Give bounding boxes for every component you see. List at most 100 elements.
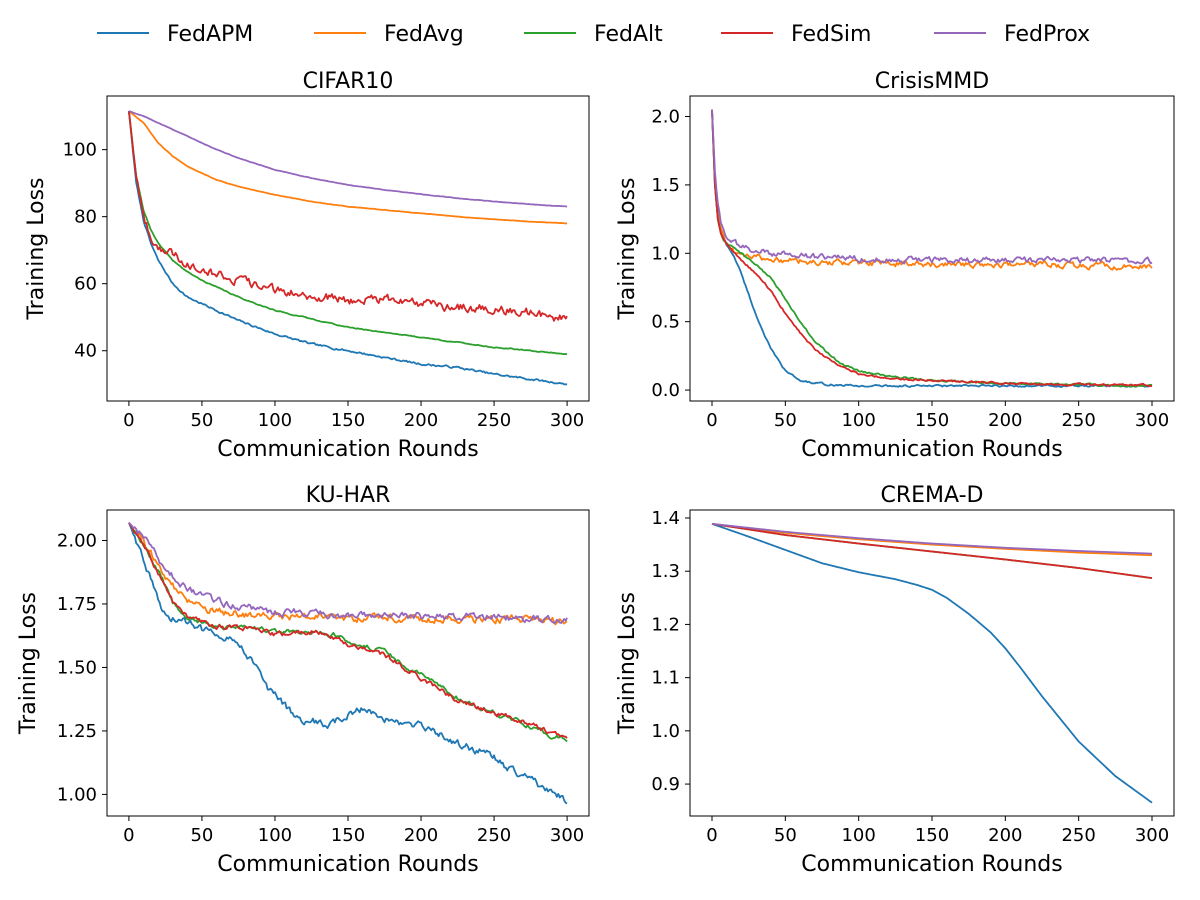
subplot-crema-d: CREMA-D 0 50 100 150 200 250 300 0.9 1.0 1.1 1.2 1.3… — [615, 483, 1175, 877]
y-tick-label: 1.50 — [57, 657, 97, 678]
x-tick-label: 300 — [550, 410, 584, 431]
x-tick-label: 300 — [1135, 410, 1169, 431]
x-axis-label: Communication Rounds — [217, 852, 478, 877]
series-line-fedapm — [128, 522, 568, 805]
x-tick-label: 50 — [190, 825, 213, 846]
subplot-title: CIFAR10 — [303, 69, 394, 94]
legend-label: FedSim — [791, 22, 871, 47]
y-tick-label: 60 — [74, 274, 97, 295]
subplot-title: KU-HAR — [306, 483, 391, 508]
subplot-title: CrisisMMD — [875, 69, 989, 94]
plot-frame — [689, 95, 1175, 402]
x-tick-label: 200 — [404, 410, 438, 431]
legend-entry-fedapm: FedAPM — [97, 22, 253, 47]
y-tick-label: 1.1 — [651, 668, 680, 689]
series-line-fedsim — [128, 522, 568, 739]
y-axis-label: Training Loss — [615, 592, 640, 735]
x-axis-label: Communication Rounds — [217, 437, 478, 462]
x-axis-label: Communication Rounds — [801, 852, 1062, 877]
series-line-fedapm — [128, 110, 568, 386]
x-tick-label: 150 — [331, 825, 365, 846]
x-tick-label: 200 — [988, 825, 1022, 846]
series-line-fedalt — [128, 522, 568, 743]
series-line-fedapm — [711, 109, 1153, 388]
series-line-fedprox — [128, 522, 568, 624]
series-line-fedapm — [711, 522, 1153, 804]
series-line-fedsim — [128, 110, 568, 322]
y-tick-label: 2.0 — [651, 107, 680, 128]
x-axis-label: Communication Rounds — [801, 437, 1062, 462]
subplot-cifar10: CIFAR10 0 50 100 150 200 250 300 40 60 80 100 Commun… — [24, 69, 590, 462]
y-tick-label: 0.5 — [651, 312, 680, 333]
plot-frame — [106, 95, 590, 402]
x-tick-label: 300 — [1135, 825, 1169, 846]
y-axis-label: Training Loss — [16, 592, 41, 735]
y-tick-label: 0.0 — [651, 380, 680, 401]
x-tick-label: 50 — [774, 410, 797, 431]
legend: FedAPM FedAvg FedAlt FedSim FedProx — [97, 22, 1090, 47]
series-line-fedprox — [128, 110, 568, 208]
x-tick-label: 200 — [988, 410, 1022, 431]
y-tick-label: 100 — [63, 140, 97, 161]
x-tick-label: 300 — [550, 825, 584, 846]
x-tick-label: 50 — [774, 825, 797, 846]
legend-entry-fedsim: FedSim — [721, 22, 871, 47]
series-line-fedprox — [711, 109, 1153, 265]
y-tick-label: 0.9 — [651, 774, 680, 795]
plot-frame — [689, 509, 1175, 817]
y-tick-label: 40 — [74, 341, 97, 362]
y-tick-label: 1.0 — [651, 243, 680, 264]
series-line-fedavg — [128, 522, 568, 626]
legend-entry-fedprox: FedProx — [934, 22, 1090, 47]
x-tick-label: 250 — [477, 410, 511, 431]
y-tick-label: 1.00 — [57, 784, 97, 805]
y-tick-label: 1.0 — [651, 721, 680, 742]
x-tick-label: 50 — [190, 410, 213, 431]
y-tick-label: 1.5 — [651, 175, 680, 196]
y-tick-label: 1.2 — [651, 614, 680, 635]
y-tick-label: 1.75 — [57, 594, 97, 615]
legend-label: FedAPM — [167, 22, 253, 47]
subplot-ku-har: KU-HAR 0 50 100 150 200 250 300 1.00 1.25 1.50 1.75… — [16, 483, 590, 877]
x-tick-label: 100 — [258, 825, 292, 846]
x-tick-label: 250 — [1061, 825, 1095, 846]
x-tick-label: 150 — [915, 825, 949, 846]
series-line-fedavg — [711, 522, 1153, 557]
series-line-fedalt — [711, 109, 1153, 388]
series-line-fedsim — [711, 109, 1153, 388]
y-axis-label: Training Loss — [24, 177, 49, 320]
x-tick-label: 0 — [123, 825, 134, 846]
legend-entry-fedavg: FedAvg — [314, 22, 464, 47]
series-line-fedavg — [128, 110, 568, 225]
subplot-crisismmd: CrisisMMD 0 50 100 150 200 250 300 0.0 0.5 1.0 1.5 2… — [615, 69, 1175, 462]
series-line-fedprox — [711, 522, 1153, 555]
x-tick-label: 200 — [404, 825, 438, 846]
subplot-title: CREMA-D — [881, 483, 984, 508]
legend-entry-fedalt: FedAlt — [524, 22, 663, 47]
series-group — [128, 110, 568, 386]
y-axis-label: Training Loss — [615, 177, 640, 320]
y-tick-label: 1.25 — [57, 721, 97, 742]
legend-label: FedProx — [1004, 22, 1090, 47]
series-group — [711, 522, 1153, 804]
x-tick-label: 100 — [258, 410, 292, 431]
series-line-fedalt — [128, 110, 568, 356]
x-tick-label: 0 — [706, 410, 717, 431]
series-group — [711, 109, 1153, 388]
x-tick-label: 0 — [706, 825, 717, 846]
x-tick-label: 150 — [331, 410, 365, 431]
y-tick-label: 80 — [74, 207, 97, 228]
x-tick-label: 0 — [123, 410, 134, 431]
plot-frame — [106, 509, 590, 817]
x-tick-label: 100 — [841, 825, 875, 846]
x-tick-label: 100 — [841, 410, 875, 431]
series-group — [128, 522, 568, 805]
series-line-fedavg — [711, 109, 1153, 271]
x-tick-label: 150 — [915, 410, 949, 431]
y-tick-label: 1.4 — [651, 508, 680, 529]
y-tick-label: 2.00 — [57, 530, 97, 551]
legend-label: FedAvg — [384, 22, 464, 47]
series-line-fedsim — [711, 522, 1153, 580]
legend-label: FedAlt — [594, 22, 663, 47]
